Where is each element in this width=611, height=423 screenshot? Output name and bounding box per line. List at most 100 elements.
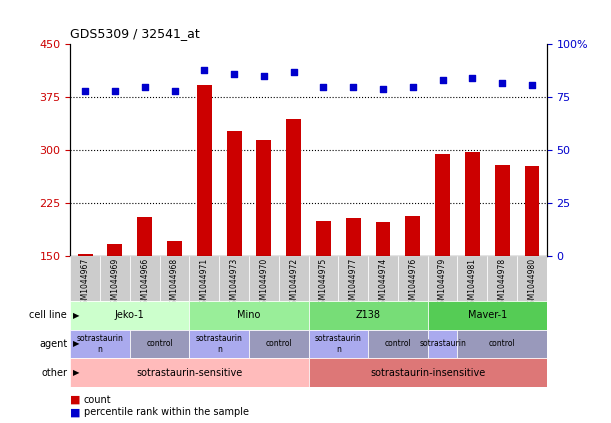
Text: ■: ■: [70, 407, 81, 418]
Text: GSM1044973: GSM1044973: [230, 258, 238, 309]
Bar: [159, 256, 189, 301]
Point: [348, 83, 358, 90]
Text: control: control: [146, 339, 173, 349]
Text: control: control: [265, 339, 292, 349]
Bar: [346, 218, 360, 362]
Text: GSM1044968: GSM1044968: [170, 258, 179, 309]
Bar: [249, 330, 309, 358]
Text: GSM1044979: GSM1044979: [438, 258, 447, 309]
Text: sotrastaurin
n: sotrastaurin n: [315, 334, 362, 354]
Bar: [167, 241, 182, 362]
Text: GSM1044967: GSM1044967: [81, 258, 90, 309]
Bar: [100, 256, 130, 301]
Bar: [338, 256, 368, 301]
Bar: [70, 358, 309, 387]
Text: GSM1044974: GSM1044974: [379, 258, 387, 309]
Point: [378, 85, 388, 92]
Bar: [189, 301, 309, 330]
Point: [170, 88, 180, 94]
Text: sotrastaurin: sotrastaurin: [419, 339, 466, 349]
Text: GSM1044970: GSM1044970: [260, 258, 268, 309]
Bar: [227, 131, 241, 362]
Point: [437, 77, 447, 84]
Text: control: control: [489, 339, 516, 349]
Text: other: other: [41, 368, 67, 378]
Bar: [137, 217, 152, 362]
Bar: [428, 330, 458, 358]
Point: [318, 83, 328, 90]
Bar: [279, 256, 309, 301]
Bar: [78, 254, 93, 362]
Text: count: count: [84, 395, 111, 405]
Bar: [458, 256, 488, 301]
Bar: [465, 152, 480, 362]
Text: Maver-1: Maver-1: [467, 310, 507, 320]
Text: sotrastaurin-sensitive: sotrastaurin-sensitive: [136, 368, 243, 378]
Point: [527, 81, 537, 88]
Text: ▶: ▶: [73, 310, 79, 320]
Text: agent: agent: [39, 339, 67, 349]
Text: sotrastaurin-insensitive: sotrastaurin-insensitive: [370, 368, 485, 378]
Bar: [376, 222, 390, 362]
Text: GDS5309 / 32541_at: GDS5309 / 32541_at: [70, 27, 200, 40]
Point: [229, 71, 239, 77]
Text: GSM1044977: GSM1044977: [349, 258, 357, 309]
Bar: [219, 256, 249, 301]
Text: cell line: cell line: [29, 310, 67, 320]
Bar: [435, 154, 450, 362]
Point: [80, 88, 90, 94]
Bar: [70, 301, 189, 330]
Text: ■: ■: [70, 395, 81, 405]
Bar: [428, 256, 458, 301]
Text: Mino: Mino: [237, 310, 261, 320]
Point: [259, 73, 269, 80]
Bar: [257, 140, 271, 362]
Bar: [458, 330, 547, 358]
Point: [199, 66, 209, 73]
Text: GSM1044969: GSM1044969: [111, 258, 119, 309]
Bar: [309, 256, 338, 301]
Point: [497, 79, 507, 86]
Point: [289, 69, 299, 75]
Bar: [524, 166, 540, 362]
Bar: [286, 118, 301, 362]
Point: [110, 88, 120, 94]
Bar: [495, 165, 510, 362]
Text: sotrastaurin
n: sotrastaurin n: [76, 334, 123, 354]
Bar: [309, 330, 368, 358]
Point: [467, 75, 477, 82]
Text: GSM1044971: GSM1044971: [200, 258, 209, 309]
Text: Jeko-1: Jeko-1: [115, 310, 145, 320]
Text: GSM1044980: GSM1044980: [527, 258, 536, 309]
Point: [408, 83, 418, 90]
Point: [140, 83, 150, 90]
Text: Z138: Z138: [356, 310, 381, 320]
Text: GSM1044978: GSM1044978: [498, 258, 507, 309]
Bar: [428, 301, 547, 330]
Bar: [405, 216, 420, 362]
Bar: [249, 256, 279, 301]
Bar: [316, 221, 331, 362]
Text: GSM1044966: GSM1044966: [141, 258, 149, 309]
Text: ▶: ▶: [73, 339, 79, 349]
Bar: [197, 85, 212, 362]
Bar: [309, 301, 428, 330]
Bar: [368, 256, 398, 301]
Text: GSM1044972: GSM1044972: [289, 258, 298, 309]
Bar: [130, 330, 189, 358]
Bar: [517, 256, 547, 301]
Text: GSM1044976: GSM1044976: [408, 258, 417, 309]
Bar: [189, 256, 219, 301]
Bar: [70, 330, 130, 358]
Bar: [309, 358, 547, 387]
Bar: [189, 330, 249, 358]
Bar: [488, 256, 517, 301]
Bar: [398, 256, 428, 301]
Text: GSM1044981: GSM1044981: [468, 258, 477, 309]
Bar: [368, 330, 428, 358]
Text: percentile rank within the sample: percentile rank within the sample: [84, 407, 249, 418]
Text: GSM1044975: GSM1044975: [319, 258, 328, 309]
Bar: [130, 256, 159, 301]
Bar: [70, 256, 100, 301]
Bar: [108, 244, 122, 362]
